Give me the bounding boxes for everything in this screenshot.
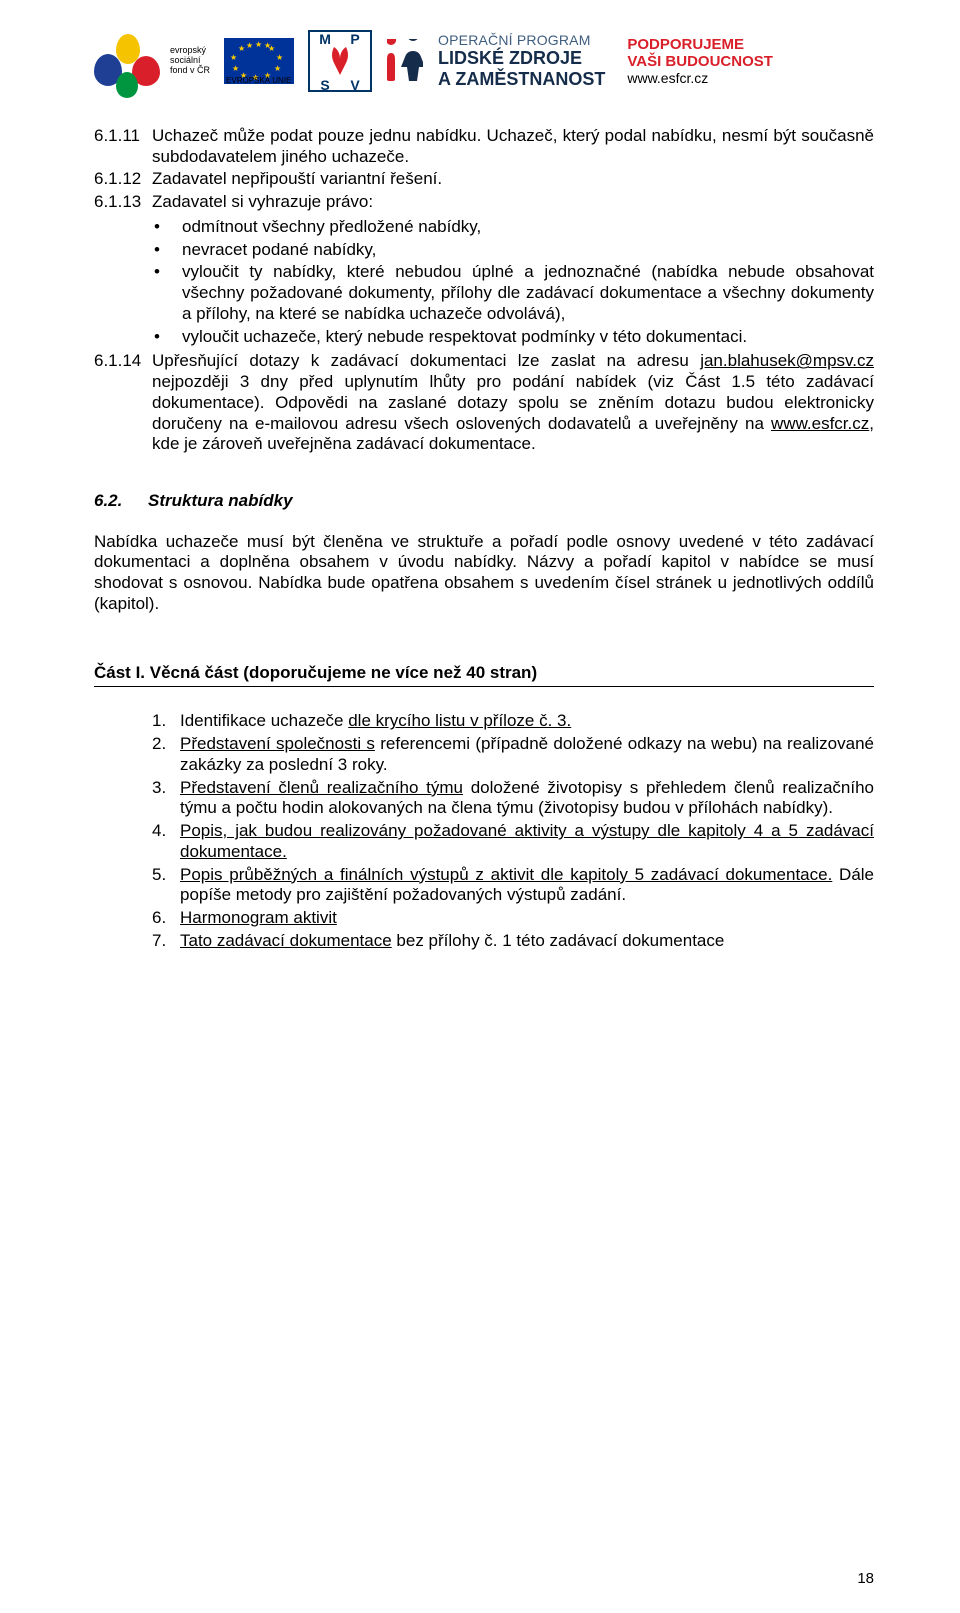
list-item-2: Představení společnosti s referencemi (p…: [94, 734, 874, 775]
part1-heading: Část I. Věcná část (doporučujeme ne více…: [94, 663, 874, 688]
esf-logo: evropský sociální fond v ČR: [94, 30, 210, 92]
esf-figure-icon: [94, 30, 164, 92]
list-item-3: Představení členů realizačního týmu dolo…: [94, 778, 874, 819]
bullet-3: vyloučit ty nabídky, které nebudou úplné…: [94, 262, 874, 324]
mpsv-bl: S: [310, 78, 340, 92]
sectitle-6-2: Struktura nabídky: [148, 491, 293, 510]
li7-u: Tato zadávací dokumentace: [180, 931, 392, 950]
li1-a: Identifikace uchazeče: [180, 711, 348, 730]
bullet-2: nevracet podané nabídky,: [94, 240, 874, 261]
num-6-1-12: 6.1.12: [94, 169, 152, 190]
heading-6-2: 6.2.Struktura nabídky: [94, 491, 874, 512]
mpsv-br: V: [340, 78, 370, 92]
bullet-1: odmítnout všechny předložené nabídky,: [94, 217, 874, 238]
li6-u: Harmonogram aktivit: [180, 908, 337, 927]
esf-line3: fond v ČR: [170, 66, 210, 76]
people-icon: [386, 39, 424, 83]
pod-line1: PODPORUJEME: [627, 36, 773, 53]
list-item-5: Popis průběžných a finálních výstupů z a…: [94, 865, 874, 906]
bullet-4: vyloučit uchazeče, který nebude respekto…: [94, 327, 874, 348]
list-item-7: Tato zadávací dokumentace bez přílohy č.…: [94, 931, 874, 952]
li5-b: metody pro zajištění požadovaných výstup…: [231, 885, 626, 904]
num-6-1-11: 6.1.11: [94, 126, 152, 167]
mpsv-figure-icon: [310, 46, 370, 78]
eu-label: EVROPSKÁ UNIE: [226, 77, 296, 85]
txt-6-1-12: Zadavatel nepřipouští variantní řešení.: [152, 169, 874, 190]
pod-line2: VAŠI BUDOUCNOST: [627, 53, 773, 70]
li1-u: dle krycího listu v příloze č. 3.: [348, 711, 571, 730]
op-program-text: OPERAČNÍ PROGRAM LIDSKÉ ZDROJE A ZAMĚSTN…: [438, 32, 605, 90]
part1-list: Identifikace uchazeče dle krycího listu …: [94, 711, 874, 951]
txt-6-1-11: Uchazeč může podat pouze jednu nabídku. …: [152, 126, 874, 167]
para-6-1-13: 6.1.13 Zadavatel si vyhrazuje právo:: [94, 192, 874, 213]
document-page: evropský sociální fond v ČR ★ ★ ★ ★ ★ ★ …: [0, 0, 960, 1613]
email-link[interactable]: jan.blahusek@mpsv.cz: [700, 351, 874, 370]
list-item-6: Harmonogram aktivit: [94, 908, 874, 929]
body: 6.1.11 Uchazeč může podat pouze jednu na…: [94, 126, 874, 952]
mpsv-logo: M P S V: [308, 30, 372, 92]
podporujeme-block: PODPORUJEME VAŠI BUDOUCNOST www.esfcr.cz: [627, 36, 773, 86]
header-logo-strip: evropský sociální fond v ČR ★ ★ ★ ★ ★ ★ …: [94, 30, 874, 92]
page-number: 18: [857, 1570, 874, 1587]
li5-u: Popis průběžných a finálních výstupů z a…: [180, 865, 832, 884]
li4-u: Popis, jak budou realizovány požadované …: [180, 821, 874, 861]
num-6-1-13: 6.1.13: [94, 192, 152, 213]
secnum-6-2: 6.2.: [94, 491, 148, 512]
mpsv-tl: M: [310, 32, 340, 46]
list-item-1: Identifikace uchazeče dle krycího listu …: [94, 711, 874, 732]
op-line2: LIDSKÉ ZDROJE: [438, 48, 605, 69]
mpsv-tr: P: [340, 32, 370, 46]
p6114-b: nejpozději 3 dny před uplynutím lhůty pr…: [152, 372, 874, 432]
p6114-a: Upřesňující dotazy k zadávací dokumentac…: [152, 351, 700, 370]
para-6-1-12: 6.1.12 Zadavatel nepřipouští variantní ř…: [94, 169, 874, 190]
list-item-4: Popis, jak budou realizovány požadované …: [94, 821, 874, 862]
eu-flag-icon: ★ ★ ★ ★ ★ ★ ★ ★ ★ ★ ★ ★ EVROPSKÁ UNIE: [224, 38, 294, 84]
li2-u: Představení společnosti s: [180, 734, 375, 753]
pod-link: www.esfcr.cz: [627, 70, 773, 86]
para-6-1-14: 6.1.14 Upřesňující dotazy k zadávací dok…: [94, 351, 874, 455]
li7-a: bez přílohy č. 1 této zadávací dokumenta…: [392, 931, 725, 950]
txt-6-1-14: Upřesňující dotazy k zadávací dokumentac…: [152, 351, 874, 455]
bullets-6-1-13: odmítnout všechny předložené nabídky, ne…: [94, 217, 874, 347]
esf-text: evropský sociální fond v ČR: [170, 46, 210, 76]
op-line3: A ZAMĚSTNANOST: [438, 69, 605, 90]
num-6-1-14: 6.1.14: [94, 351, 152, 455]
para-6-1-11: 6.1.11 Uchazeč může podat pouze jednu na…: [94, 126, 874, 167]
li3-u: Představení členů realizačního týmu: [180, 778, 463, 797]
esfcr-link[interactable]: www.esfcr.cz: [771, 414, 869, 433]
op-line1: OPERAČNÍ PROGRAM: [438, 32, 605, 48]
txt-6-1-13: Zadavatel si vyhrazuje právo:: [152, 192, 874, 213]
para-6-2-body: Nabídka uchazeče musí být členěna ve str…: [94, 532, 874, 615]
